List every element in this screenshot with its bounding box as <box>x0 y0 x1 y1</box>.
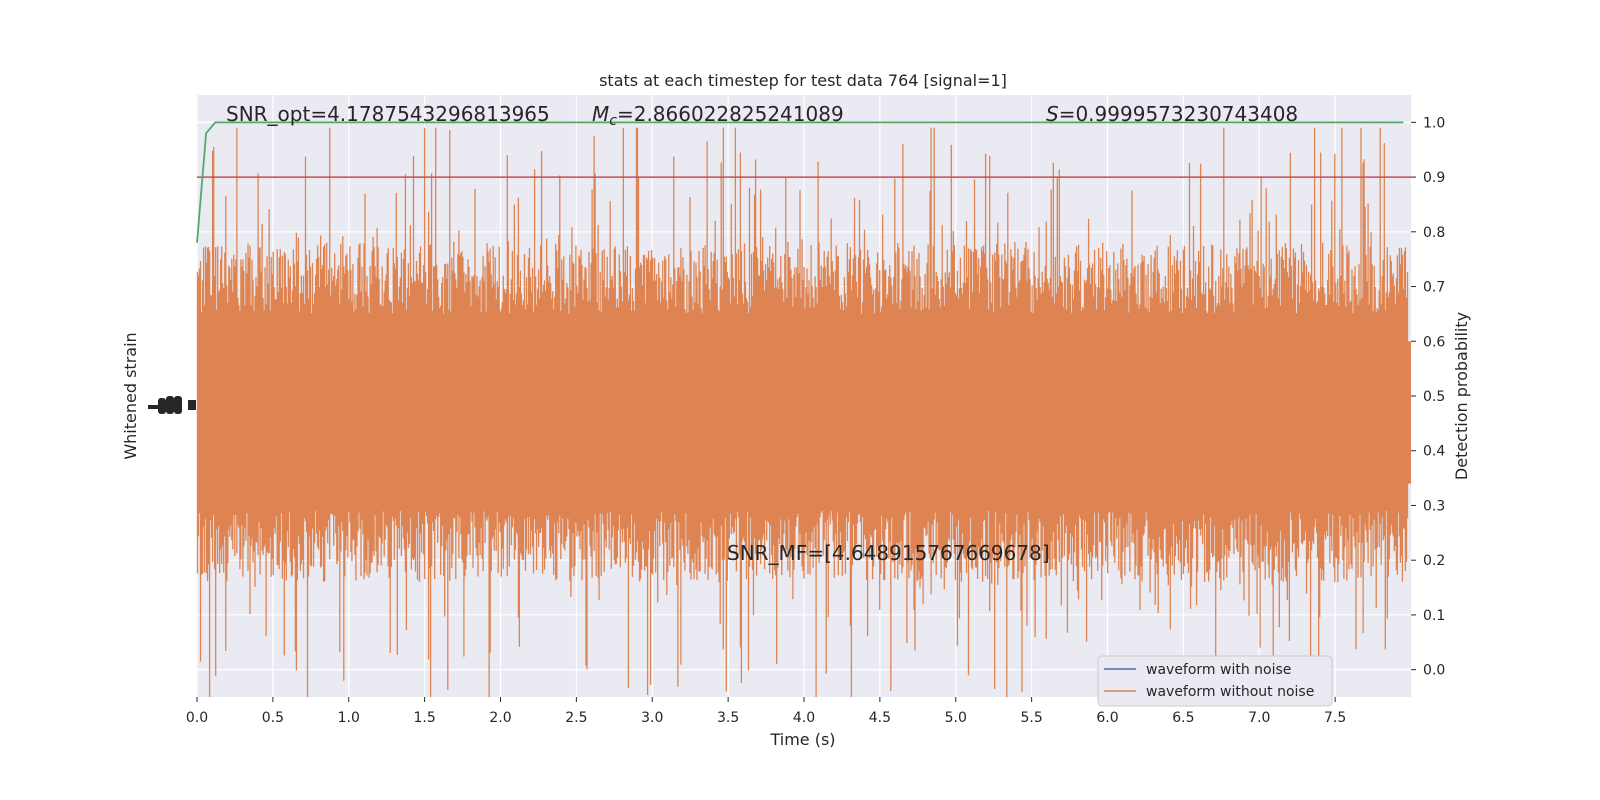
legend-label-without-noise: waveform without noise <box>1146 684 1314 700</box>
x-tick-label-7.0: 7.0 <box>1248 710 1270 726</box>
y-axis-right-label: Detection probability <box>1452 312 1471 480</box>
x-tick-label-4.0: 4.0 <box>793 710 815 726</box>
x-tick-label-1.5: 1.5 <box>413 710 435 726</box>
legend: waveform with noise waveform without noi… <box>1097 655 1333 707</box>
s-annotation: S=0.9999573230743408 <box>1046 102 1298 126</box>
chirp-mass-annotation: Mc=2.866022825241089 <box>592 102 844 129</box>
x-ticks: 0.0 0.5 1.0 1.5 2.0 2.5 3.0 3.5 4.0 4.5 5.0 5.5 6.0 6… <box>186 697 1346 726</box>
x-axis-label: Time (s) <box>769 730 835 749</box>
chirp-mass-value: =2.866022825241089 <box>617 102 844 126</box>
overlays <box>196 121 1411 243</box>
x-tick-label-7.5: 7.5 <box>1324 710 1346 726</box>
legend-box <box>1097 655 1333 707</box>
chirp-mass-subscript: c <box>609 113 617 129</box>
detection-probability-line <box>196 121 1404 243</box>
waveform-without-noise-series <box>196 127 1411 697</box>
legend-label-with-noise: waveform with noise <box>1146 662 1291 678</box>
x-tick-label-6.0: 6.0 <box>1096 710 1118 726</box>
y-right-tick-label-0.5: 0.5 <box>1423 389 1445 405</box>
snr-mf-annotation: SNR_MF=[4.648915767669678] <box>727 541 1050 565</box>
y-right-tick-label-0.6: 0.6 <box>1423 334 1445 350</box>
y-right-tick-label-0.2: 0.2 <box>1423 553 1445 569</box>
x-tick-label-0.0: 0.0 <box>186 710 208 726</box>
x-tick-label-5.5: 5.5 <box>1020 710 1042 726</box>
left-axis-tick-blob <box>148 396 196 414</box>
y-right-tick-label-0.9: 0.9 <box>1423 170 1445 186</box>
x-tick-label-6.5: 6.5 <box>1172 710 1194 726</box>
y-right-tick-label-0.7: 0.7 <box>1423 280 1445 296</box>
y-right-tick-label-0.0: 0.0 <box>1423 663 1445 679</box>
x-tick-label-1.0: 1.0 <box>338 710 360 726</box>
x-tick-label-3.0: 3.0 <box>641 710 663 726</box>
y-right-tick-label-0.8: 0.8 <box>1423 225 1445 241</box>
y-right-ticks: 0.0 0.1 0.2 0.3 0.4 0.5 0.6 0.7 0.8 0.9 1.0 <box>1411 115 1445 679</box>
x-tick-label-4.5: 4.5 <box>869 710 891 726</box>
x-tick-label-3.5: 3.5 <box>717 710 739 726</box>
x-tick-label-5.0: 5.0 <box>945 710 967 726</box>
y-right-tick-label-0.1: 0.1 <box>1423 608 1445 624</box>
s-symbol: S <box>1046 102 1059 126</box>
x-tick-label-2.5: 2.5 <box>565 710 587 726</box>
chirp-mass-symbol: M <box>592 102 609 126</box>
y-right-tick-label-0.3: 0.3 <box>1423 498 1445 514</box>
y-right-tick-label-1.0: 1.0 <box>1423 115 1445 131</box>
y-right-tick-label-0.4: 0.4 <box>1423 444 1445 460</box>
waveform-spikes <box>196 127 1409 697</box>
chart-title: stats at each timestep for test data 764… <box>599 71 1007 90</box>
s-value: =0.9999573230743408 <box>1059 102 1298 126</box>
y-axis-left-label: Whitened strain <box>121 332 140 459</box>
x-tick-label-2.0: 2.0 <box>489 710 511 726</box>
x-tick-label-0.5: 0.5 <box>262 710 284 726</box>
snr-opt-annotation: SNR_opt=4.1787543296813965 <box>226 102 550 126</box>
